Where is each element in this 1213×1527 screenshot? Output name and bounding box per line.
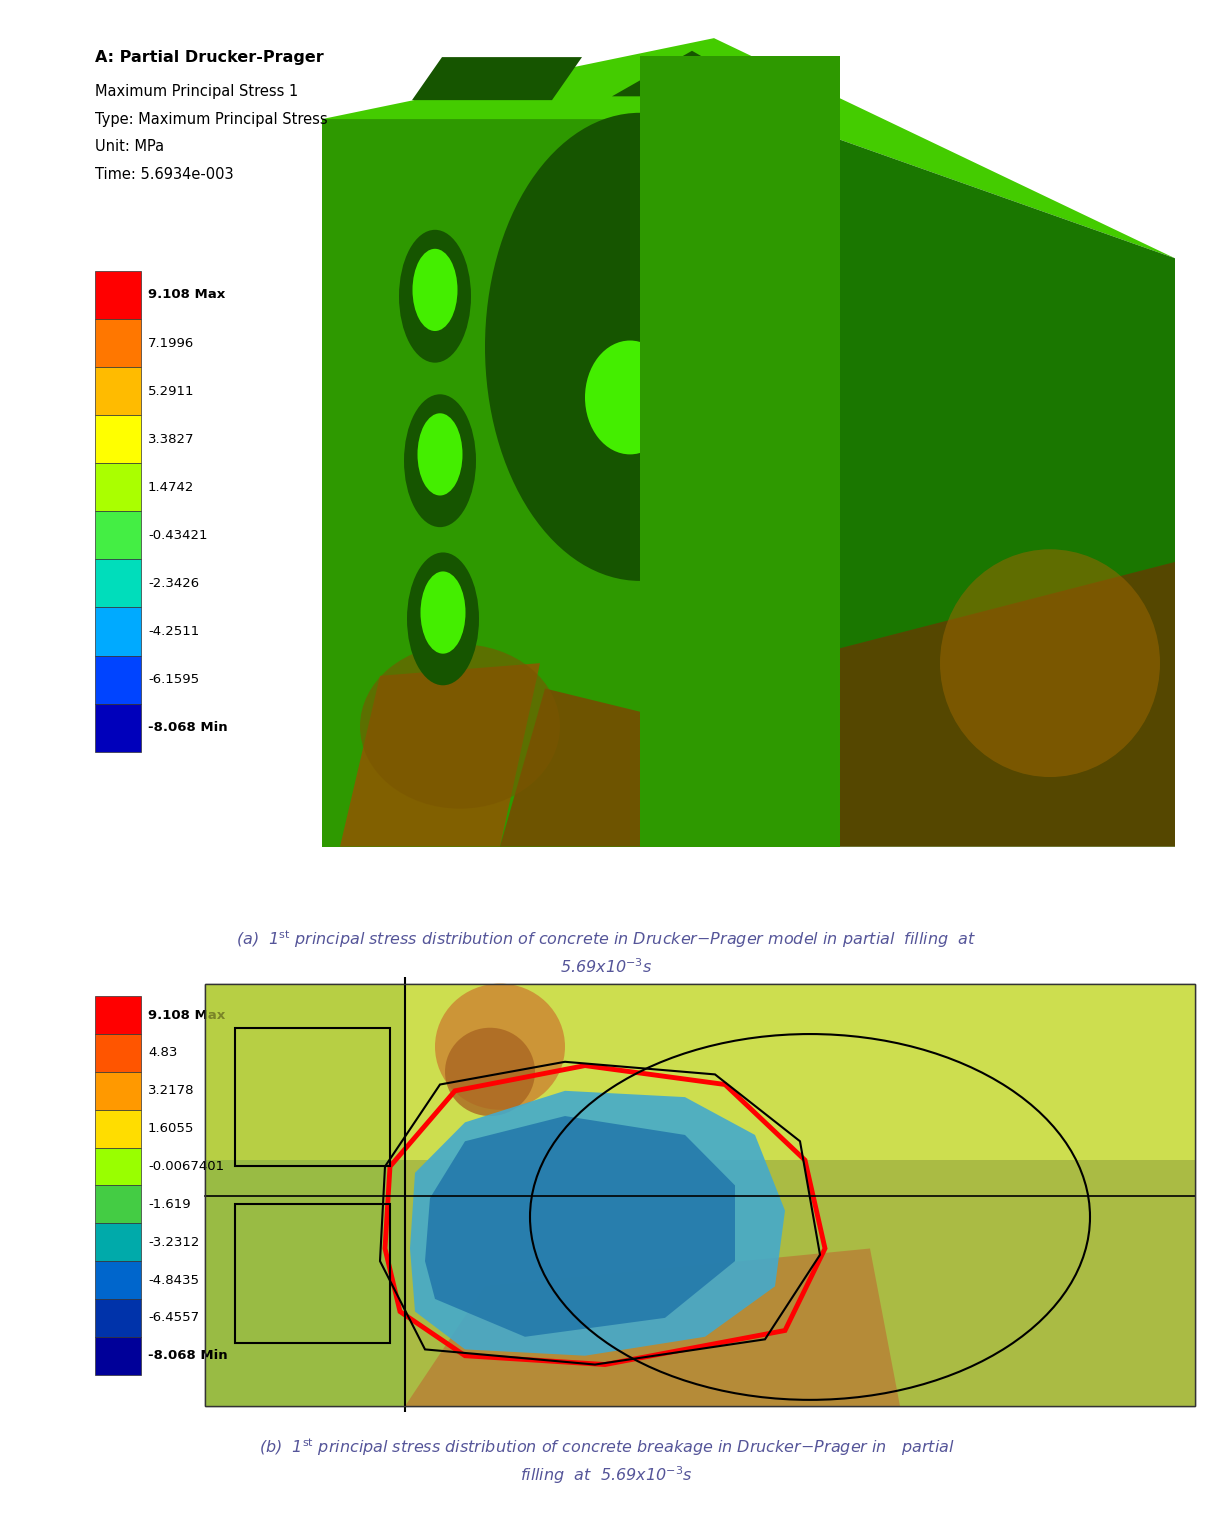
Text: -4.2511: -4.2511 (148, 625, 199, 638)
Bar (405, 983, 1195, 1406)
Ellipse shape (404, 394, 475, 527)
Polygon shape (412, 56, 582, 101)
Bar (95, 1185, 141, 1223)
Text: (b)  1$^{\mathrm{st}}$ principal stress distribution of concrete breakage in Dru: (b) 1$^{\mathrm{st}}$ principal stress d… (258, 1437, 955, 1458)
Text: 3.3827: 3.3827 (148, 432, 194, 446)
Bar (95, 1072, 141, 1110)
Ellipse shape (485, 113, 795, 580)
Bar (95, 319, 141, 366)
Polygon shape (321, 38, 1175, 258)
Text: 1.6055: 1.6055 (148, 1122, 194, 1135)
Bar (95, 559, 141, 608)
Ellipse shape (408, 553, 479, 686)
Bar (205, 983, 1195, 1406)
Bar (95, 655, 141, 704)
Text: -3.2312: -3.2312 (148, 1235, 199, 1249)
Polygon shape (425, 1116, 735, 1336)
Polygon shape (405, 1249, 900, 1406)
Bar (235, 1205, 391, 1344)
Bar (205, 983, 405, 1406)
Bar (95, 1336, 141, 1374)
Text: Maximum Principal Stress 1: Maximum Principal Stress 1 (95, 84, 298, 99)
Ellipse shape (445, 1028, 535, 1116)
Bar (235, 1028, 391, 1167)
Text: -6.4557: -6.4557 (148, 1312, 199, 1324)
Polygon shape (680, 713, 782, 846)
Polygon shape (613, 50, 771, 96)
Bar (95, 704, 141, 751)
Text: 4.83: 4.83 (148, 1046, 177, 1060)
Text: -1.619: -1.619 (148, 1197, 190, 1211)
Bar (205, 983, 405, 1161)
Ellipse shape (421, 571, 466, 654)
Ellipse shape (940, 550, 1160, 777)
Text: Time: 5.6934e-003: Time: 5.6934e-003 (95, 166, 234, 182)
Bar (95, 512, 141, 559)
Bar (205, 983, 1195, 1406)
Bar (95, 996, 141, 1034)
Text: -8.068 Min: -8.068 Min (148, 1350, 228, 1362)
Text: -0.0067401: -0.0067401 (148, 1161, 224, 1173)
Bar (95, 366, 141, 415)
Bar (640, 56, 839, 846)
Ellipse shape (399, 229, 471, 362)
Text: 9.108 Max: 9.108 Max (148, 289, 226, 301)
Ellipse shape (412, 249, 457, 331)
Bar (95, 1299, 141, 1336)
Bar (95, 415, 141, 463)
Polygon shape (782, 119, 1175, 846)
Text: 5.69x10$^{-3}$s: 5.69x10$^{-3}$s (560, 957, 653, 976)
Text: A: Partial Drucker-Prager: A: Partial Drucker-Prager (95, 49, 324, 64)
Bar (95, 1261, 141, 1299)
Bar (95, 1034, 141, 1072)
Bar (405, 983, 1195, 1161)
Polygon shape (782, 562, 1175, 846)
Text: 9.108 Max: 9.108 Max (148, 1009, 226, 1022)
Text: filling  at  5.69x10$^{-3}$s: filling at 5.69x10$^{-3}$s (520, 1464, 693, 1486)
Bar (95, 1223, 141, 1261)
Text: 3.2178: 3.2178 (148, 1084, 194, 1098)
Text: -6.1595: -6.1595 (148, 673, 199, 686)
Text: -2.3426: -2.3426 (148, 577, 199, 589)
Ellipse shape (585, 341, 674, 455)
Text: -4.8435: -4.8435 (148, 1274, 199, 1287)
Ellipse shape (360, 644, 560, 809)
Bar (95, 1148, 141, 1185)
Polygon shape (340, 663, 540, 846)
Bar (95, 608, 141, 655)
Ellipse shape (435, 983, 565, 1110)
Text: Type: Maximum Principal Stress: Type: Maximum Principal Stress (95, 111, 328, 127)
Polygon shape (410, 1090, 785, 1356)
Text: 5.2911: 5.2911 (148, 385, 194, 397)
Bar (95, 270, 141, 319)
Ellipse shape (417, 414, 462, 495)
Text: 7.1996: 7.1996 (148, 336, 194, 350)
Text: -8.068 Min: -8.068 Min (148, 721, 228, 734)
Bar (95, 1110, 141, 1148)
Text: (a)  1$^{\mathrm{st}}$ principal stress distribution of concrete in Drucker$-$Pr: (a) 1$^{\mathrm{st}}$ principal stress d… (237, 928, 976, 950)
Text: 1.4742: 1.4742 (148, 481, 194, 493)
Polygon shape (321, 119, 782, 846)
Text: -0.43421: -0.43421 (148, 528, 207, 542)
Text: Unit: MPa: Unit: MPa (95, 139, 164, 154)
Bar (95, 463, 141, 512)
Polygon shape (500, 689, 700, 846)
